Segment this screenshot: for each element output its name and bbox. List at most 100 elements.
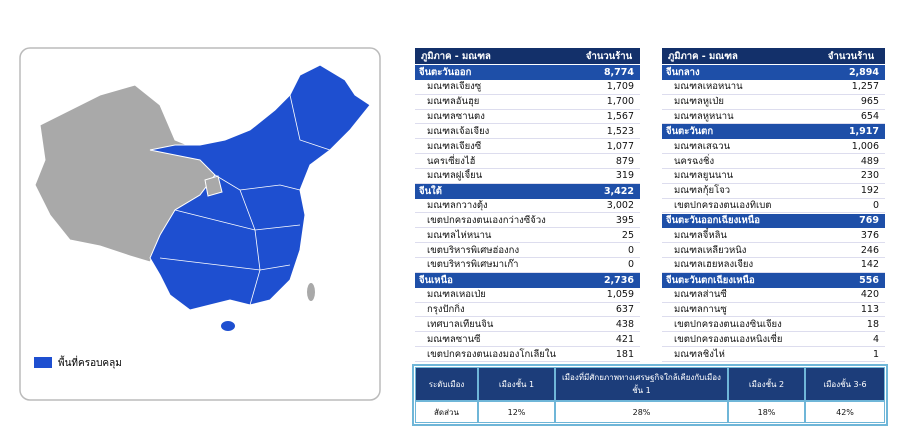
tier-header: เมืองชั้น 2 [728, 367, 805, 401]
legend-label: พื้นที่ครอบคลุม [58, 355, 122, 369]
region-total: 769 [817, 213, 885, 229]
tier-header: เมืองที่มีศักยภาพทางเศรษฐกิจใกล้เคียงกับ… [555, 367, 728, 401]
store-count: 3,002 [578, 199, 640, 214]
region-name: จีนตะวันตก [662, 124, 817, 140]
province-name: มณฑลเจียงซี [415, 139, 578, 155]
store-count: 421 [578, 332, 640, 348]
store-count: 113 [817, 303, 885, 318]
province-name: มณฑลเหอเป่ย [415, 288, 578, 303]
province-name: เขตบริหารพิเศษมาเก๊า [415, 258, 578, 273]
region-name: จีนกลาง [662, 65, 817, 80]
province-name: นครเซี่ยงไฮ้ [415, 154, 578, 169]
store-count: 420 [817, 288, 885, 303]
region-name: จีนตะวันออก [415, 65, 578, 80]
store-count: 965 [817, 95, 885, 110]
taiwan [307, 283, 315, 301]
province-name: มณฑลส่านซี [662, 288, 817, 303]
store-count: 0 [578, 258, 640, 273]
province-name: มณฑลกุ้ยโจว [662, 184, 817, 199]
tier-share: 42% [805, 401, 885, 423]
store-count: 319 [578, 169, 640, 184]
store-count: 637 [578, 303, 640, 318]
header-cell: จำนวนร้าน [817, 48, 885, 64]
region-total: 2,736 [578, 272, 640, 288]
province-border [289, 94, 331, 151]
store-count: 1,006 [817, 139, 885, 155]
province-border [159, 257, 291, 271]
store-count: 230 [817, 169, 885, 184]
uncovered-area [204, 175, 223, 197]
store-count: 395 [578, 214, 640, 229]
province-name: มณฑลยูนนาน [662, 169, 817, 184]
region-total: 2,894 [817, 65, 885, 80]
region-name: จีนเหนือ [415, 272, 578, 288]
province-name: เทศบาลเทียนจิน [415, 317, 578, 333]
province-name: มณฑลจี๋หลิน [662, 228, 817, 244]
header-cell: จำนวนร้าน [578, 48, 640, 64]
province-name: เขตปกครองตนเองกว่างซีจ้วง [415, 214, 578, 229]
header-cell: ภูมิภาค - มณฑล [415, 48, 578, 64]
store-count: 192 [817, 184, 885, 199]
province-name: เขตปกครองตนเองมองโกเลียใน [415, 347, 578, 362]
tier-header: เมืองชั้น 1 [478, 367, 555, 401]
store-count: 1,257 [817, 80, 885, 95]
tier-share: 18% [728, 401, 805, 423]
province-name: เขตปกครองตนเองซินเจียง [662, 317, 817, 333]
province-name: เขตปกครองตนเองทิเบต [662, 199, 817, 214]
hainan [221, 321, 235, 331]
province-name: มณฑลเสฉวน [662, 139, 817, 155]
region-total: 556 [817, 272, 885, 288]
store-count: 376 [817, 228, 885, 244]
province-border [174, 209, 301, 231]
province-name: มณฑลเหอหนาน [662, 80, 817, 95]
province-name: มณฑลซานซี [415, 332, 578, 348]
store-count: 438 [578, 317, 640, 333]
province-name: มณฑลเหลียวหนิง [662, 243, 817, 259]
store-count: 142 [817, 258, 885, 273]
tier-header: เมืองชั้น 3-6 [805, 367, 885, 401]
store-count: 246 [817, 243, 885, 259]
province-name: นครฉงชิ่ง [662, 154, 817, 169]
province-name: มณฑลฝูเจี้ยน [415, 169, 578, 184]
store-count: 1,523 [578, 124, 640, 140]
province-name: มณฑลซานตง [415, 110, 578, 125]
legend-swatch [34, 357, 52, 368]
tier-table-frame [412, 364, 888, 426]
region-name: จีนตะวันออกเฉียงเหนือ [662, 213, 817, 229]
store-count: 18 [817, 317, 885, 333]
store-count: 1 [817, 347, 885, 362]
tier-share: 28% [555, 401, 728, 423]
store-count: 181 [578, 347, 640, 362]
province-name: มณฑลเฮยหลงเจียง [662, 258, 817, 273]
store-count: 879 [578, 154, 640, 169]
store-count: 654 [817, 110, 885, 125]
province-name: มณฑลหูหนาน [662, 110, 817, 125]
region-name: จีนตะวันตกเฉียงเหนือ [662, 272, 817, 288]
province-name: มณฑลอันฮุย [415, 95, 578, 110]
tier-share: สัดส่วน [415, 401, 478, 423]
store-count: 0 [817, 199, 885, 214]
store-count: 1,709 [578, 80, 640, 95]
tier-share: 12% [478, 401, 555, 423]
header-cell: ภูมิภาค - มณฑล [662, 48, 817, 64]
province-border [239, 184, 301, 191]
store-count: 489 [817, 154, 885, 169]
store-count: 1,059 [578, 288, 640, 303]
province-name: กรุงปักกิ่ง [415, 303, 578, 318]
region-name: จีนใต้ [415, 183, 578, 199]
store-count: 1,700 [578, 95, 640, 110]
store-count: 4 [817, 332, 885, 348]
province-name: มณฑลเจียงซู [415, 80, 578, 95]
region-total: 1,917 [817, 124, 885, 140]
region-total: 3,422 [578, 183, 640, 199]
tier-header: ระดับเมือง [415, 367, 478, 401]
province-name: เขตบริหารพิเศษฮ่องกง [415, 243, 578, 259]
region-total: 8,774 [578, 65, 640, 80]
province-name: มณฑลไห่หนาน [415, 228, 578, 244]
province-name: เขตปกครองตนเองหนิงเซี่ย [662, 332, 817, 348]
store-count: 0 [578, 243, 640, 259]
province-name: มณฑลกวางตุ้ง [415, 199, 578, 214]
province-name: มณฑลหูเป่ย [662, 95, 817, 110]
province-name: มณฑลชิงไห่ [662, 347, 817, 362]
